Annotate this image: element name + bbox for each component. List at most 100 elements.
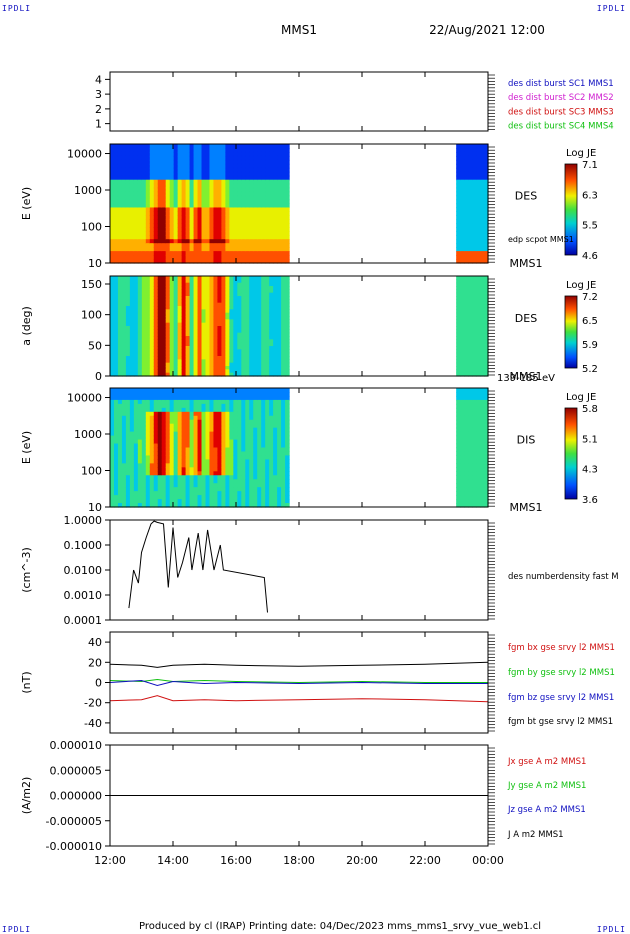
heat-cell — [149, 144, 155, 149]
heat-cell — [261, 175, 266, 181]
heat-cell — [189, 463, 195, 468]
heat-cell — [241, 219, 246, 224]
heat-cell — [153, 239, 159, 244]
heat-cell — [269, 247, 274, 252]
heat-cell — [110, 147, 115, 153]
heat-cell — [157, 306, 163, 310]
heat-cell — [117, 247, 123, 252]
heat-cell — [484, 187, 489, 193]
heat-cell — [189, 191, 195, 197]
heat-cell — [253, 372, 258, 377]
heat-cell — [201, 495, 207, 500]
heat-cell — [265, 427, 270, 433]
heat-cell — [456, 144, 461, 149]
heat-cell — [456, 292, 461, 297]
heat-cell — [121, 207, 127, 213]
heat-cell — [245, 179, 250, 185]
heat-cell — [110, 439, 115, 445]
heat-cell — [157, 326, 163, 330]
heat-cell — [273, 427, 278, 433]
heat-cell — [169, 243, 175, 248]
heat-cell — [181, 329, 187, 334]
heat-cell — [273, 366, 278, 370]
heat-cell — [141, 419, 147, 425]
heat-cell — [484, 151, 489, 157]
heat-cell — [205, 366, 211, 370]
heat-cell — [241, 299, 246, 304]
heat-cell — [141, 467, 147, 472]
heat-cell — [117, 495, 123, 500]
heat-cell — [225, 339, 230, 344]
heat-cell — [468, 286, 473, 290]
heat-cell — [173, 292, 179, 297]
heat-cell — [281, 362, 286, 367]
heat-cell — [201, 366, 207, 370]
heat-cell — [133, 447, 139, 453]
heat-cell — [265, 369, 270, 374]
heat-cell — [281, 207, 286, 213]
heat-cell — [201, 391, 207, 397]
heat-cell — [113, 483, 119, 488]
heat-cell — [137, 179, 143, 185]
heat-cell — [472, 356, 477, 360]
heat-cell — [253, 251, 258, 256]
heat-cell — [237, 191, 242, 197]
heat-cell — [169, 286, 175, 290]
heat-cell — [480, 187, 485, 193]
heat-cell — [125, 356, 131, 360]
heat-cell — [129, 195, 135, 201]
heat-cell — [472, 423, 477, 429]
heat-cell — [253, 366, 258, 370]
heat-cell — [472, 336, 477, 340]
heat-cell — [460, 471, 465, 476]
heat-cell — [149, 369, 155, 374]
heat-cell — [213, 349, 219, 354]
heat-cell — [245, 147, 250, 153]
heat-cell — [209, 219, 215, 224]
heat-cell — [480, 299, 485, 304]
heat-cell — [221, 187, 226, 193]
heat-cell — [193, 306, 199, 310]
heat-cell — [213, 407, 219, 413]
heat-cell — [169, 499, 175, 504]
heat-cell — [249, 356, 254, 360]
heat-cell — [217, 411, 223, 417]
heat-cell — [145, 195, 151, 201]
heat-cell — [181, 239, 187, 244]
heat-cell — [277, 151, 282, 157]
heat-cell — [480, 243, 485, 248]
heat-cell — [476, 483, 481, 488]
heat-cell — [129, 372, 135, 377]
heat-cell — [189, 289, 195, 294]
heat-cell — [161, 479, 167, 484]
heat-cell — [464, 439, 469, 445]
heat-cell — [157, 499, 163, 504]
heat-cell — [285, 407, 290, 413]
heat-cell — [241, 439, 246, 445]
heat-cell — [476, 342, 481, 347]
heat-cell — [285, 239, 290, 244]
heat-cell — [201, 207, 207, 213]
heat-cell — [229, 467, 234, 472]
heat-cell — [201, 203, 207, 209]
heat-cell — [141, 487, 147, 492]
heat-cell — [464, 171, 469, 177]
heat-cell — [277, 407, 282, 413]
heat-cell — [484, 356, 489, 360]
heat-cell — [177, 435, 183, 441]
heat-cell — [241, 455, 246, 460]
heat-cell — [464, 255, 469, 260]
heat-cell — [476, 471, 481, 476]
heat-cell — [193, 399, 199, 405]
heat-cell — [197, 391, 203, 397]
heat-cell — [249, 306, 254, 310]
heat-cell — [261, 407, 266, 413]
heat-cell — [209, 147, 215, 153]
heat-cell — [277, 423, 282, 429]
heat-cell — [273, 346, 278, 350]
heat-cell — [157, 475, 163, 480]
heat-cell — [201, 227, 207, 232]
heat-cell — [185, 322, 191, 327]
heat-cell — [169, 352, 175, 357]
heat-cell — [133, 419, 139, 425]
